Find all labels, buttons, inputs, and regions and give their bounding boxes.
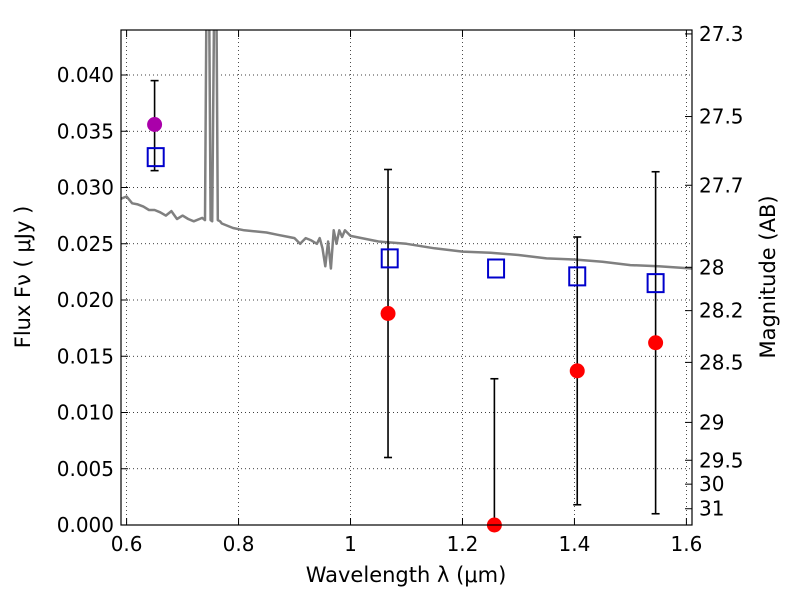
data-point-circle (569, 363, 585, 379)
x-tick-label: 1.6 (670, 532, 702, 556)
y2-tick-label: 31 (699, 497, 724, 521)
data-point-square (487, 258, 506, 279)
y2-tick-label: 27.5 (699, 105, 744, 129)
y-tick-label: 0.025 (57, 232, 114, 256)
data-point-square (646, 273, 665, 294)
y-tick-label: 0.000 (57, 513, 114, 537)
y2-tick-label: 28.2 (699, 299, 744, 323)
x-tick-label: 0.6 (111, 532, 143, 556)
data-point-square (568, 266, 587, 287)
y2-tick-label: 28 (699, 255, 724, 279)
y2-tick-label: 29 (699, 410, 724, 434)
x-axis-ticks: 0.6 0.8 1 1.2 1.4 1.6 (111, 30, 702, 556)
x-tick-label: 1 (344, 532, 357, 556)
data-point-circle (648, 335, 664, 351)
y-axis-ticks: 0.000 0.005 0.010 0.015 0.020 0.025 0.030 0.035… (57, 63, 128, 537)
y2-tick-label: 28.5 (699, 350, 744, 374)
grid-lines (121, 30, 692, 526)
x-tick-label: 1.2 (447, 532, 479, 556)
y-axis-label: Flux Fν ( μJy ) (11, 206, 35, 349)
data-point-circle (147, 117, 163, 132)
model-spectrum-line (121, 30, 692, 270)
y-tick-label: 0.035 (57, 119, 114, 143)
y-tick-label: 0.010 (57, 401, 114, 425)
data-point-circle (380, 306, 396, 321)
y2-tick-label: 27.7 (699, 173, 744, 197)
y-tick-label: 0.030 (57, 176, 114, 200)
y2-tick-label: 27.3 (699, 22, 744, 46)
y-tick-label: 0.015 (57, 344, 114, 368)
y-tick-label: 0.020 (57, 288, 114, 312)
y-tick-label: 0.005 (57, 457, 114, 481)
x-tick-label: 1.4 (559, 532, 591, 556)
x-tick-label: 0.8 (223, 532, 255, 556)
y2-tick-label: 30 (699, 472, 724, 496)
y-tick-label: 0.040 (57, 63, 114, 87)
plot-frame (120, 29, 693, 526)
y2-tick-label: 29.5 (699, 448, 744, 472)
model-spectrum (121, 30, 692, 270)
data-point-square (146, 147, 165, 168)
x-axis-label: Wavelength λ (μm) (306, 563, 507, 587)
data-point-square (380, 248, 399, 269)
y2-axis-label: Magnitude (AB) (756, 195, 780, 358)
